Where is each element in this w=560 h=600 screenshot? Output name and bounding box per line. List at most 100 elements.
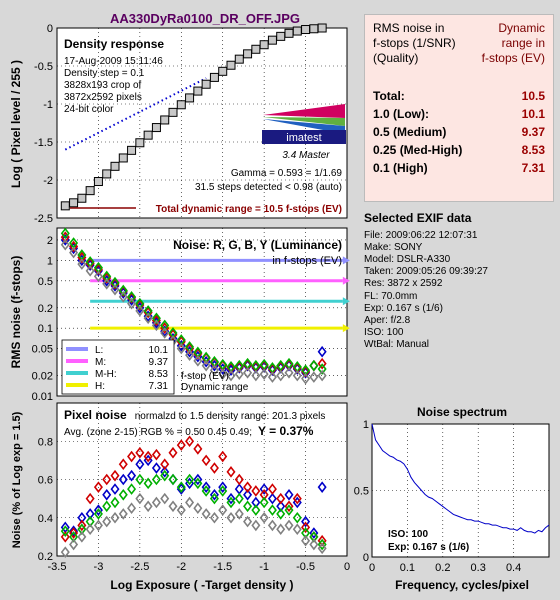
noise-annot-dr: Dynamic range [181,382,249,393]
density-point [135,138,145,148]
spectrum-xlabel: Frequency, cycles/pixel [395,578,529,592]
pixel-noise-point [251,519,261,532]
pixel-noise-ytick-label: 0.8 [38,436,53,448]
spectrum-xtick-label: 0 [369,562,375,574]
noise-legend-label: M: [95,357,106,368]
noise-point [110,276,120,289]
pixel-noise-point [243,488,253,501]
noise-ytick-label: 0.5 [38,276,53,288]
noise-ytick-label: 0.02 [32,371,53,383]
exif-line: Taken: 2009:05:26 09:39:27 [364,266,488,278]
pixel-noise-point [226,492,236,505]
pixel-noise-point [160,458,170,471]
density-info-line: 17-Aug-2009 15:11:46 [64,56,163,67]
pixel-noise-point [143,477,153,490]
noise-point [69,246,79,259]
summary-row-high: 0.1 (High) 7.31 [373,161,545,175]
density-point [118,153,128,163]
summary-row-label: 1.0 (Low): [373,107,429,121]
density-point [317,23,327,33]
noise-point [118,284,128,297]
noise-point [93,270,103,283]
noise-point [251,369,261,382]
exif-block: Selected EXIF data File: 2009:06:22 12:0… [364,212,554,351]
exif-line: Exp: 0.167 s (1/6) [364,302,443,314]
spectrum-title: Noise spectrum [417,405,507,419]
pixel-noise-point [102,515,112,528]
pixel-noise-point [267,504,277,516]
summary-row-label: 0.1 (High) [373,161,428,175]
noise-annot-fstop: f-stop (EV) [181,371,229,382]
pixel-noise-point [85,508,95,520]
file-title: AA330DyRa0100_DR_OFF.JPG [110,11,300,26]
summary-header-left: RMS noise in f-stops (1/SNR) (Quality) [373,21,456,66]
pixel-noise-xlabel: Log Exposure ( -Target density ) [110,578,293,592]
noise-point [118,291,128,303]
pixel-noise-point [143,500,153,513]
pixel-noise-point [234,508,244,520]
pixel-noise-point [127,502,137,514]
pixel-noise-point [69,531,79,543]
noise-point [309,371,319,383]
pixel-noise-point [168,446,178,459]
pixel-noise-point [226,466,236,478]
pixel-noise-point [60,546,70,558]
exif-line: WtBal: Manual [364,338,430,350]
pixel-noise-point [193,477,203,490]
pixel-noise-point [301,521,311,534]
pixel-noise-point [292,523,302,536]
pixel-noise-point [127,483,137,495]
density-point [209,72,219,82]
noise-ylabel: RMS noise (f-stops) [9,256,23,369]
pixel-noise-xtick-label: -2 [176,561,186,573]
density-point [193,86,203,96]
pixel-noise-point [284,519,294,532]
noise-ytick-label: 0.1 [38,323,53,335]
pixel-noise-point [209,492,219,505]
pixel-noise-point [168,473,178,486]
pixel-noise-xtick-label: -3.5 [48,561,67,573]
pixel-noise-point [267,492,277,505]
noise-point [143,312,153,325]
spectrum-iso: ISO: 100 [388,529,428,540]
density-point [292,26,302,36]
pixel-noise-point [201,481,211,493]
pixel-noise-point [301,527,311,539]
pixel-noise-point [218,450,228,463]
pixel-noise-point [102,500,112,513]
noise-point [85,257,95,270]
pixel-noise-point [85,492,95,505]
noise-point [60,227,70,240]
noise-point [317,369,327,382]
pixel-noise-point [267,519,277,532]
density-info-line: Density step = 0.1 [64,68,145,79]
pixel-noise-point [218,481,228,493]
summary-header-left-line: (Quality) [373,51,419,65]
spectrum-xtick-label: 0.2 [435,562,450,574]
pixel-noise-point [185,435,195,448]
summary-row-medium: 0.5 (Medium) 9.37 [373,125,545,139]
pixel-noise-point [85,523,95,536]
pixel-noise-point [284,500,294,513]
exif-line: Model: DSLR-A330 [364,254,451,266]
density-point [218,66,228,76]
pixel-noise-point [301,534,311,547]
noise-subtitle: in f-stops (EV) [272,255,342,267]
pixel-noise-point [176,439,186,451]
pixel-noise-point [77,523,87,536]
noise-point [218,368,228,380]
pixel-noise-point [193,473,203,486]
density-point [201,79,211,89]
pixel-noise-point [135,458,145,471]
noise-point [102,278,112,290]
density-ytick-label: -2.5 [34,213,53,225]
pixel-noise-point [243,515,253,528]
logo-text: imatest [286,132,321,144]
pixel-noise-point [160,466,170,478]
noise-point [160,319,170,332]
density-ytick-label: -0.5 [34,61,53,73]
spectrum-xtick-label: 0.3 [471,562,486,574]
density-point [284,28,294,38]
density-point [226,60,236,70]
